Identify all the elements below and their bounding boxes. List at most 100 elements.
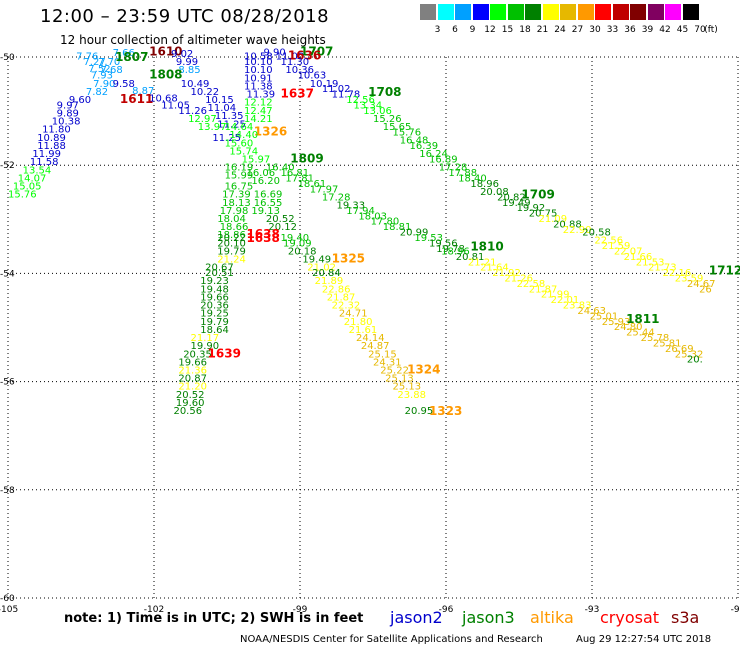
wave-height-value: 19.23	[200, 276, 229, 287]
wave-height-value: 9.99	[176, 57, 198, 68]
wave-height-value: 20.67	[205, 263, 234, 274]
wave-height-value: 17.81	[285, 173, 314, 184]
wave-height-value: 20.75	[529, 209, 558, 220]
wave-height-value: 7.76	[76, 52, 98, 63]
wave-height-value: 15.74	[229, 146, 258, 157]
wave-height-value: 24.63	[577, 306, 606, 317]
pass-time-label: 1810	[470, 240, 503, 254]
wave-height-value: 11.35	[215, 111, 244, 122]
wave-height-value: 18.64	[200, 325, 229, 336]
pass-time-label: 1325	[332, 252, 365, 266]
wave-height-value: 20.99	[400, 228, 429, 239]
wave-height-value: 7.52	[88, 64, 110, 75]
wave-height-value: 19.33	[337, 200, 366, 211]
wave-height-value: 13.34	[354, 100, 383, 111]
pass-time-label: 1636	[288, 49, 321, 63]
wave-height-value: 10.10	[244, 57, 273, 68]
wave-height-value: 14.40	[229, 130, 258, 141]
wave-height-value: 22.16	[663, 268, 692, 279]
wave-height-value: 18.66	[220, 222, 249, 233]
wave-height-value: 20.81	[456, 252, 485, 263]
wave-height-value: 20.35	[183, 349, 212, 360]
wave-height-value: 17.80	[371, 217, 400, 228]
wave-height-value: 20.10	[217, 238, 246, 249]
wave-height-value: 19.25	[200, 309, 229, 320]
pass-time-label: 1709	[521, 188, 554, 202]
wave-height-value: 7.70	[98, 57, 120, 68]
satellite-cryosat: cryosat	[600, 608, 660, 627]
pass-time-label: 1637	[281, 87, 314, 101]
pass-time-label: 1326	[254, 124, 287, 138]
pass-time-label: 1611	[120, 92, 153, 106]
wave-height-value: 21.61	[349, 325, 378, 336]
wave-height-value: 17.28	[322, 192, 351, 203]
wave-height-value: 16.06	[246, 168, 275, 179]
legend-swatch	[525, 4, 541, 20]
wave-height-value: 9.89	[57, 109, 79, 120]
wave-height-value: 7.66	[113, 48, 135, 59]
footer-credit: NOAA/NESDIS Center for Satellite Applica…	[240, 634, 543, 645]
wave-height-value: 20.	[687, 355, 703, 366]
wave-height-value: 20.22	[217, 233, 246, 244]
wave-height-value: 11.25	[212, 133, 241, 144]
longitude-tick-label: -90	[731, 605, 740, 615]
wave-height-value: 19.60	[176, 398, 205, 409]
pass-time-label: 1638	[246, 227, 279, 241]
wave-height-value: 23.59	[675, 274, 704, 285]
legend-swatch	[647, 4, 664, 20]
wave-height-value: 10.22	[191, 87, 220, 98]
wave-height-value: 21.99	[541, 290, 570, 301]
wave-height-value: 25.13	[392, 382, 421, 393]
satellite-jason3: jason3	[462, 608, 515, 627]
wave-height-value: 21.17	[191, 333, 220, 344]
wave-height-value: 10.15	[205, 95, 234, 106]
wave-height-value: 15.97	[242, 154, 271, 165]
legend-swatch	[455, 4, 471, 20]
wave-height-value: 22.01	[551, 295, 580, 306]
wave-height-value: 20.18	[288, 246, 317, 257]
legend-swatch	[682, 4, 699, 20]
wave-height-value: 24.67	[687, 279, 716, 290]
legend-swatch	[490, 4, 506, 20]
wave-height-value: 15.76	[392, 127, 421, 138]
wave-height-value: 24.14	[356, 333, 385, 344]
wave-height-value: 22.56	[594, 236, 623, 247]
wave-height-value: 19.90	[191, 341, 220, 352]
pass-time-label: 1807	[115, 50, 148, 64]
satellite-s3a: s3a	[671, 608, 700, 627]
wave-height-value: 19.66	[200, 292, 229, 303]
wave-height-value: 25.93	[602, 317, 631, 328]
wave-height-value: 19.53	[414, 233, 443, 244]
wave-height-value: 8.87	[132, 86, 154, 97]
footnote: note: 1) Time is in UTC; 2) SWH is in fe…	[64, 611, 364, 626]
wave-height-value: 20.82	[497, 192, 526, 203]
wave-height-value: 17.39	[222, 190, 251, 201]
wave-height-value: 15.60	[225, 138, 254, 149]
legend-label: 27	[571, 25, 584, 35]
legend-label: 42	[659, 25, 671, 35]
legend-label: 24	[554, 25, 566, 35]
axis-tick-labels: -105 -102 -99 -96 -93 -90 -50 -52 -54 -56 -58 -60	[0, 53, 740, 615]
legend-swatch	[665, 4, 681, 20]
wave-height-value: 16.24	[419, 149, 448, 160]
latitude-tick-label: -54	[0, 269, 15, 279]
wave-height-value: 14.64	[225, 122, 254, 133]
wave-height-value: 7.93	[91, 71, 113, 82]
legend-swatch	[420, 4, 436, 20]
legend-label: 36	[624, 25, 636, 35]
wave-height-value: 20.08	[480, 187, 509, 198]
wave-height-value: 14.21	[244, 114, 273, 125]
wave-height-value: 10.49	[181, 79, 210, 90]
wave-height-value: 20.88	[553, 219, 582, 230]
longitude-tick-label: -93	[585, 605, 600, 615]
wave-height-value: 19.13	[251, 206, 280, 217]
wave-height-value: 20.58	[582, 228, 611, 239]
wave-height-value: 22.90	[563, 225, 592, 236]
wave-height-value: 21.66	[624, 252, 653, 263]
pass-time-label: 1324	[407, 362, 440, 376]
wave-height-value: 15.76	[8, 190, 37, 201]
wave-height-value: 18.96	[470, 179, 499, 190]
wave-height-value: 24.71	[339, 309, 368, 320]
wave-height-value: 24.80	[614, 322, 643, 333]
